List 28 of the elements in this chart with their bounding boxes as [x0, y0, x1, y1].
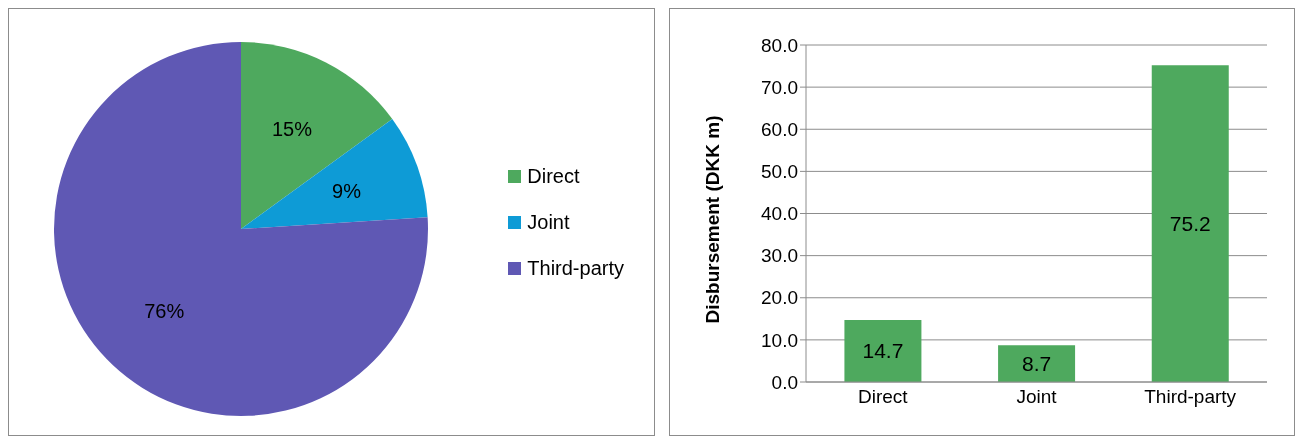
x-tick-label: Third-party — [1144, 386, 1237, 408]
legend-label: Third-party — [527, 256, 624, 280]
bar — [844, 320, 922, 382]
y-tick-label: 0.0 — [771, 371, 798, 393]
data-label: 8.7 — [1021, 352, 1052, 376]
y-tick-label: 70.0 — [761, 76, 798, 98]
y-tick-label: 50.0 — [761, 161, 798, 183]
y-tick-label: 80.0 — [761, 34, 798, 56]
x-tick-label: Joint — [1016, 386, 1058, 408]
y-axis-title: Disbursement (DKK m) — [701, 115, 723, 324]
legend-label: Direct — [527, 164, 580, 188]
pie-slice — [241, 42, 393, 229]
pie-slice — [241, 119, 428, 229]
data-label: 76% — [144, 299, 185, 322]
data-label: 9% — [332, 179, 362, 202]
legend-label: Joint — [527, 210, 570, 234]
y-tick-label: 10.0 — [761, 329, 798, 351]
y-tick-label: 60.0 — [761, 119, 798, 140]
y-tick-label: 40.0 — [761, 203, 798, 225]
data-label: 14.7 — [862, 339, 904, 363]
bar — [1151, 65, 1229, 382]
data-label: 75.2 — [1169, 212, 1211, 236]
y-tick-label: 30.0 — [761, 245, 798, 267]
x-tick-label: Direct — [858, 386, 909, 408]
bar — [998, 345, 1076, 382]
data-label: 15% — [271, 118, 313, 141]
y-tick-label: 20.0 — [761, 287, 798, 309]
pie-slice — [54, 42, 428, 416]
